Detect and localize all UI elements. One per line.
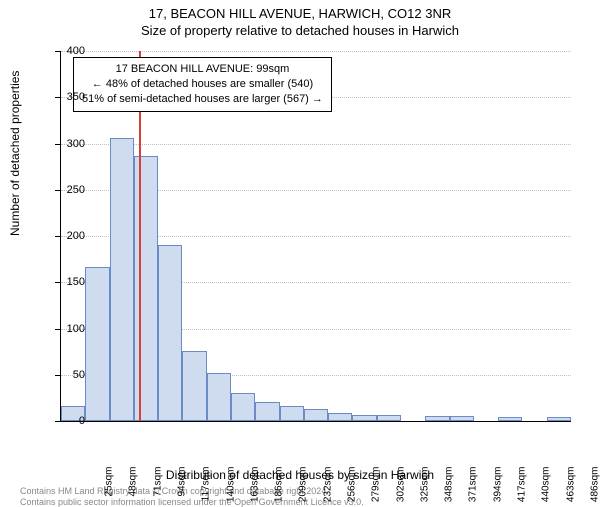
histogram-bar xyxy=(450,416,474,421)
x-tick-label: 325sqm xyxy=(419,467,430,507)
histogram-bar xyxy=(328,413,352,421)
y-tick-label: 250 xyxy=(50,184,85,196)
chart-container: 17, BEACON HILL AVENUE, HARWICH, CO12 3N… xyxy=(0,6,600,506)
x-tick-label: 371sqm xyxy=(468,467,479,507)
x-tick-label: 440sqm xyxy=(541,467,552,507)
x-tick-label: 71sqm xyxy=(152,467,163,507)
y-tick-label: 0 xyxy=(50,415,85,427)
y-tick-label: 100 xyxy=(50,323,85,335)
x-tick-label: 463sqm xyxy=(565,467,576,507)
histogram-bar xyxy=(547,417,571,421)
x-tick-label: 209sqm xyxy=(298,467,309,507)
y-axis-label: Number of detached properties xyxy=(8,71,22,236)
histogram-bar xyxy=(280,406,304,421)
histogram-bar xyxy=(231,393,255,421)
histogram-bar xyxy=(377,415,401,421)
title-main: 17, BEACON HILL AVENUE, HARWICH, CO12 3N… xyxy=(0,6,600,21)
annotation-line-1: 17 BEACON HILL AVENUE: 99sqm xyxy=(82,62,323,77)
grid-line xyxy=(61,144,571,145)
y-tick-label: 400 xyxy=(50,45,85,57)
histogram-bar xyxy=(425,416,449,421)
x-tick-label: 232sqm xyxy=(322,467,333,507)
annotation-line-2: ← 48% of detached houses are smaller (54… xyxy=(82,77,323,92)
histogram-bar xyxy=(207,373,231,421)
y-tick-label: 50 xyxy=(50,369,85,381)
x-tick-label: 94sqm xyxy=(177,467,188,507)
histogram-bar xyxy=(498,417,522,421)
x-tick-label: 256sqm xyxy=(347,467,358,507)
annotation-box: 17 BEACON HILL AVENUE: 99sqm ← 48% of de… xyxy=(73,57,332,112)
x-tick-label: 25sqm xyxy=(104,467,115,507)
y-tick-label: 300 xyxy=(50,138,85,150)
histogram-bar xyxy=(85,267,109,421)
x-tick-label: 48sqm xyxy=(128,467,139,507)
x-tick-label: 302sqm xyxy=(395,467,406,507)
y-tick-label: 350 xyxy=(50,91,85,103)
x-tick-label: 163sqm xyxy=(249,467,260,507)
histogram-bar xyxy=(158,245,182,421)
chart-plot-area: 17 BEACON HILL AVENUE: 99sqm ← 48% of de… xyxy=(60,51,571,422)
x-tick-label: 186sqm xyxy=(274,467,285,507)
x-tick-label: 348sqm xyxy=(444,467,455,507)
histogram-bar xyxy=(352,415,376,421)
x-tick-label: 486sqm xyxy=(589,467,600,507)
histogram-bar xyxy=(304,409,328,421)
grid-line xyxy=(61,51,571,52)
histogram-bar xyxy=(255,402,279,421)
annotation-line-3: 51% of semi-detached houses are larger (… xyxy=(82,92,323,107)
histogram-bar xyxy=(134,156,158,421)
footer-line-2: Contains public sector information licen… xyxy=(20,497,364,507)
x-tick-label: 417sqm xyxy=(517,467,528,507)
histogram-bar xyxy=(182,351,206,421)
x-tick-label: 279sqm xyxy=(371,467,382,507)
title-sub: Size of property relative to detached ho… xyxy=(0,23,600,38)
x-tick-label: 140sqm xyxy=(225,467,236,507)
x-tick-label: 394sqm xyxy=(492,467,503,507)
y-tick-label: 150 xyxy=(50,276,85,288)
x-tick-label: 117sqm xyxy=(201,467,212,507)
histogram-bar xyxy=(110,138,134,421)
y-tick-label: 200 xyxy=(50,230,85,242)
